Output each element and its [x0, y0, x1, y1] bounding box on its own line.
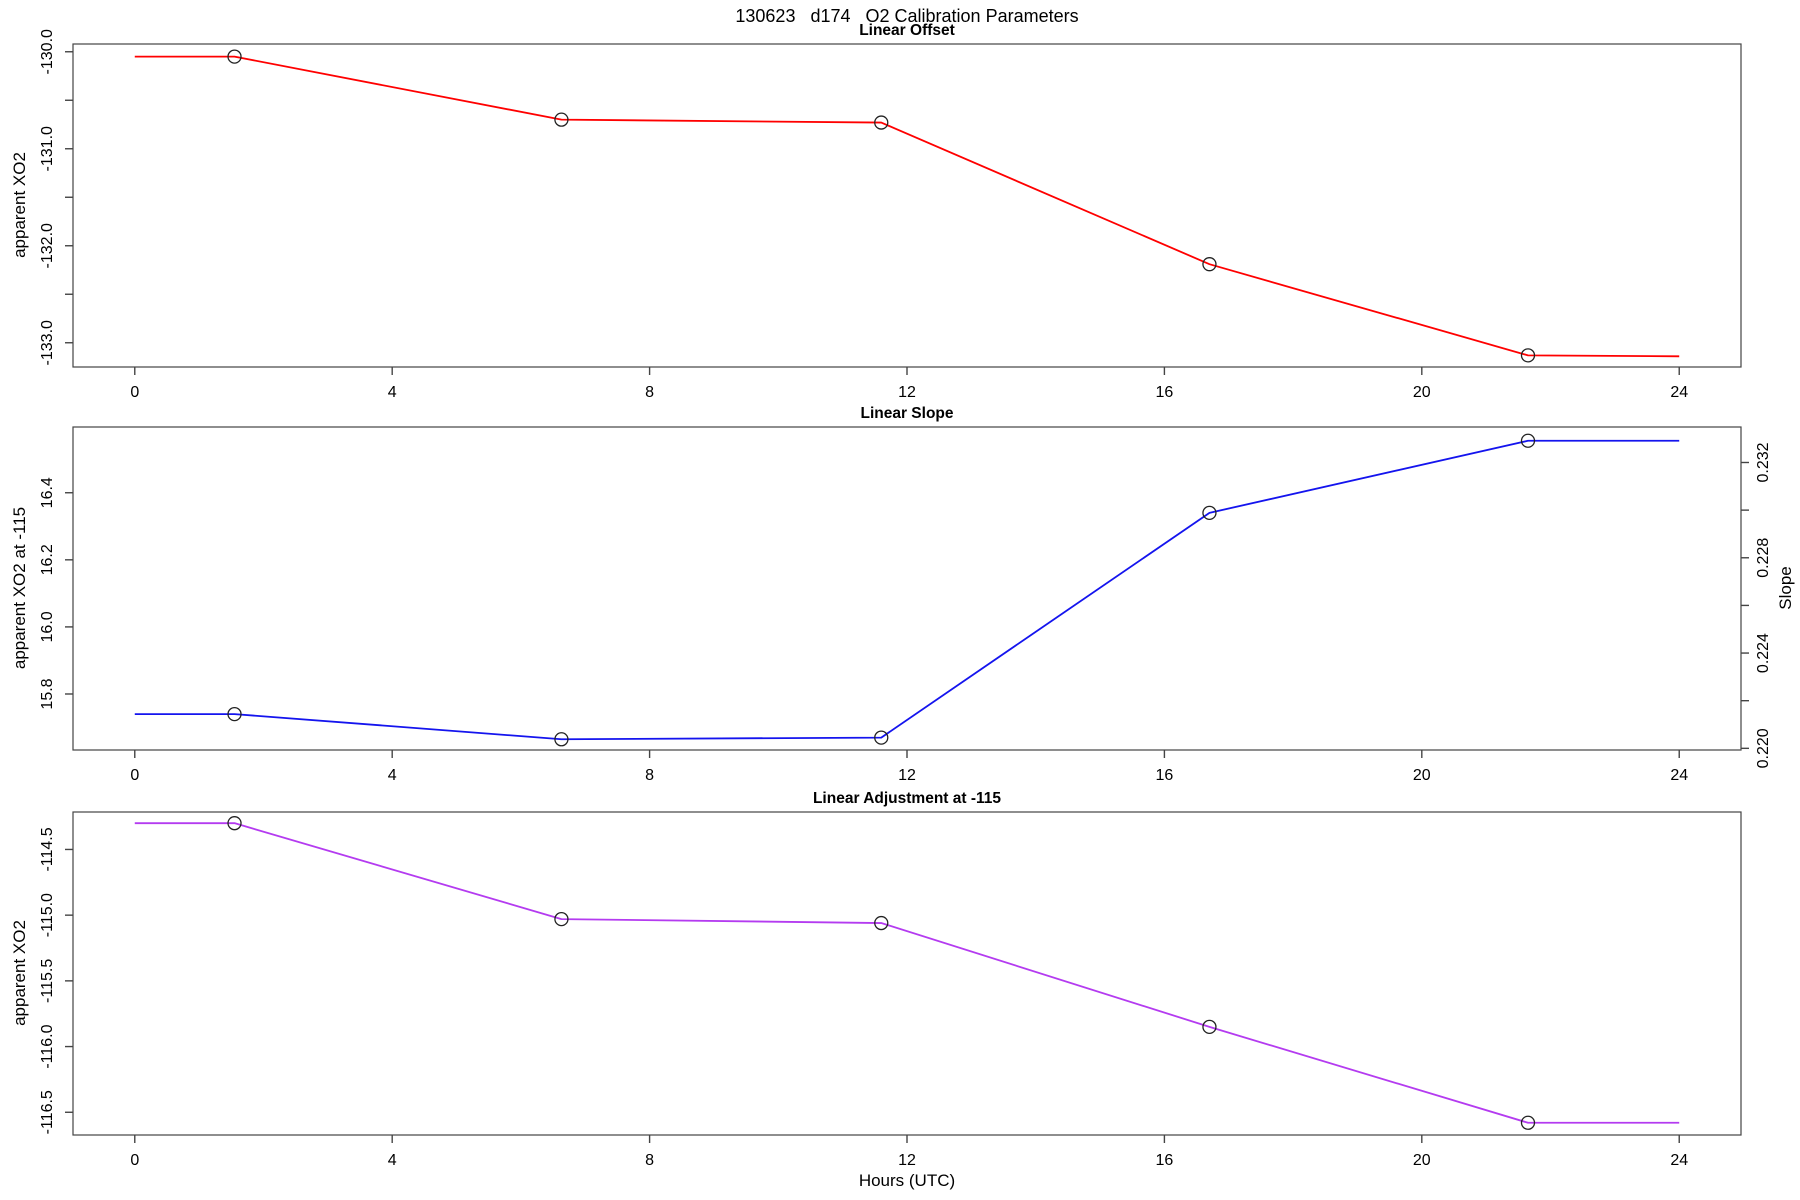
- panel-offset-title: Linear Offset: [859, 22, 955, 39]
- right-y-tick-label: 0.232: [1755, 442, 1772, 482]
- series-line-linear-adjustment: [134, 822, 1680, 1124]
- panel-slope-right-ylabel: Slope: [1776, 566, 1795, 609]
- series-line-linear-offset: [134, 55, 1680, 358]
- panel-slope-title: Linear Slope: [860, 405, 953, 422]
- right-y-tick-label: 0.228: [1755, 538, 1772, 578]
- x-tick-label: 4: [388, 1152, 397, 1169]
- y-tick-label: -116.5: [39, 1090, 56, 1134]
- panel-slope-ylabel: apparent XO2 at -115: [10, 507, 29, 669]
- panel-adjustment: 0 4 8 12 16 20 24 -114.5 -115.0 -115.5 -116.0 -116.…: [39, 811, 1742, 1169]
- x-tick-label: 20: [1413, 767, 1431, 784]
- panel-adjustment-title: Linear Adjustment at -115: [813, 790, 1001, 807]
- x-tick-label: 16: [1156, 1152, 1174, 1169]
- y-tick-label: -130.0: [39, 29, 56, 74]
- data-point-marker: [874, 115, 889, 130]
- x-axis-title: Hours (UTC): [859, 1171, 955, 1190]
- x-tick-label: 0: [130, 767, 139, 784]
- right-y-tick-label: 0.220: [1755, 728, 1772, 768]
- data-point-marker: [227, 706, 242, 722]
- data-point-marker: [1202, 1019, 1217, 1035]
- data-point-marker: [1202, 505, 1217, 521]
- y-tick-label: 16.4: [39, 477, 56, 508]
- y-tick-label: 16.2: [39, 544, 56, 575]
- panel-offset: 0 4 8 12 16 20 24 -130.0 -131.0 -132.0 -133.0: [39, 29, 1742, 401]
- plot-box: [72, 43, 1742, 368]
- x-tick-label: 12: [898, 767, 916, 784]
- y-tick-label: -116.0: [39, 1024, 56, 1068]
- x-tick-label: 4: [388, 384, 397, 401]
- figure-title: 130623 d174 O2 Calibration Parameters: [735, 6, 1078, 26]
- data-point-marker: [874, 730, 889, 745]
- x-tick-label: 24: [1670, 1152, 1688, 1169]
- x-tick-label: 20: [1413, 384, 1431, 401]
- data-point-marker: [1520, 1115, 1536, 1130]
- data-point-marker: [554, 911, 569, 927]
- data-point-marker: [1520, 433, 1536, 448]
- data-point-marker: [554, 732, 569, 747]
- y-tick-label: -114.5: [39, 827, 56, 871]
- x-tick-label: 12: [898, 1152, 916, 1169]
- plot-box: [72, 811, 1742, 1136]
- x-tick-label: 0: [130, 384, 139, 401]
- panel-adjustment-ylabel: apparent XO2: [10, 920, 29, 1026]
- y-tick-label: -132.0: [39, 223, 56, 268]
- panel-slope: 0 4 8 12 16 20 24 15.8 16.0 16.2 16.4 0.220 0.224 0.2…: [39, 426, 1772, 784]
- x-tick-label: 24: [1670, 384, 1688, 401]
- data-point-marker: [1520, 348, 1536, 363]
- y-tick-label: 15.8: [39, 678, 56, 709]
- data-point-marker: [227, 49, 242, 64]
- y-tick-label: 16.0: [39, 611, 56, 642]
- plot-box: [72, 426, 1742, 751]
- series-line-linear-slope: [134, 439, 1680, 741]
- x-tick-label: 20: [1413, 1152, 1431, 1169]
- data-point-marker: [874, 915, 889, 931]
- x-tick-label: 0: [130, 1152, 139, 1169]
- data-point-marker: [227, 816, 242, 831]
- x-tick-label: 16: [1156, 384, 1174, 401]
- x-tick-label: 8: [645, 767, 654, 784]
- y-tick-label: -133.0: [39, 320, 56, 365]
- y-tick-label: -115.5: [39, 959, 56, 1003]
- y-tick-label: -131.0: [39, 126, 56, 171]
- data-point-marker: [1202, 257, 1217, 272]
- x-tick-label: 12: [898, 384, 916, 401]
- x-tick-label: 4: [388, 767, 397, 784]
- right-y-tick-label: 0.224: [1755, 633, 1772, 673]
- x-tick-label: 16: [1156, 767, 1174, 784]
- x-tick-label: 8: [645, 1152, 654, 1169]
- y-tick-label: -115.0: [39, 893, 56, 937]
- data-point-marker: [554, 112, 569, 127]
- x-tick-label: 24: [1670, 767, 1688, 784]
- x-tick-label: 8: [645, 384, 654, 401]
- panel-offset-ylabel: apparent XO2: [10, 152, 29, 258]
